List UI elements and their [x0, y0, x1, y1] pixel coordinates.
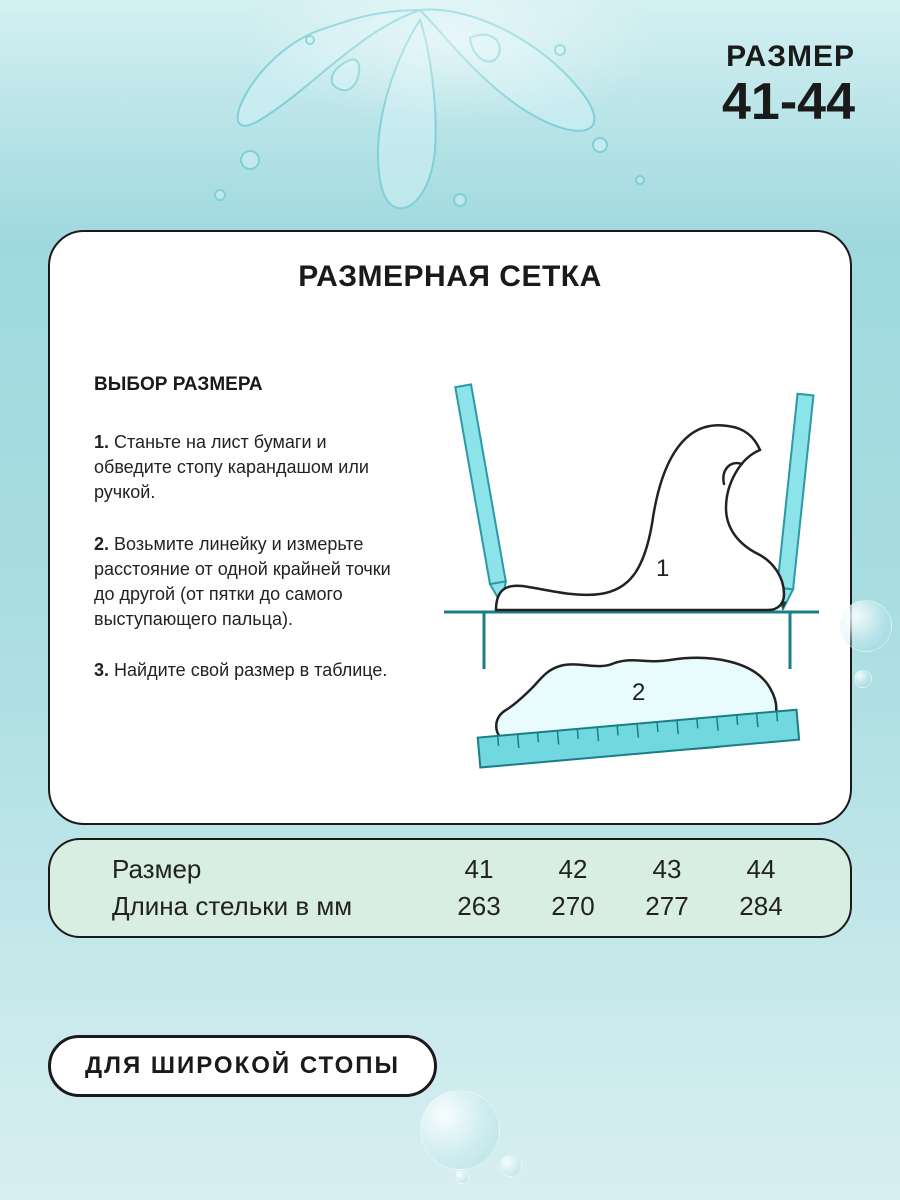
size-value: 41-44 [722, 76, 855, 128]
wide-foot-badge: ДЛЯ ШИРОКОЙ СТОПЫ [48, 1035, 437, 1097]
size-table: Размер 41 42 43 44 Длина стельки в мм 26… [48, 838, 852, 938]
size-cell: 43 [620, 854, 714, 885]
size-cell: 42 [526, 854, 620, 885]
diagram-label-1: 1 [656, 555, 669, 582]
foot-measurement-diagram: 1 2 [424, 374, 824, 794]
row-label-size: Размер [112, 854, 432, 885]
size-cell: 44 [714, 854, 808, 885]
length-cell: 270 [526, 891, 620, 922]
length-cell: 284 [714, 891, 808, 922]
row-label-length: Длина стельки в мм [112, 891, 432, 922]
step-2: 2. Возьмите линейку и измерьте расстояни… [94, 532, 394, 633]
instructions-column: ВЫБОР РАЗМЕРА 1. Станьте на лист бумаги … [94, 374, 394, 794]
step-3: 3. Найдите свой размер в таблице. [94, 658, 394, 683]
card-title: РАЗМЕРНАЯ СЕТКА [94, 260, 806, 294]
size-label: РАЗМЕР [722, 40, 855, 74]
size-header: РАЗМЕР 41-44 [722, 40, 855, 128]
size-chart-card: РАЗМЕРНАЯ СЕТКА ВЫБОР РАЗМЕРА 1. Станьте… [48, 230, 852, 825]
table-row-sizes: Размер 41 42 43 44 [112, 854, 808, 885]
length-cell: 263 [432, 891, 526, 922]
size-cell: 41 [432, 854, 526, 885]
table-row-lengths: Длина стельки в мм 263 270 277 284 [112, 891, 808, 922]
diagram-label-2: 2 [632, 679, 645, 706]
instructions-subtitle: ВЫБОР РАЗМЕРА [94, 374, 394, 396]
badge-text: ДЛЯ ШИРОКОЙ СТОПЫ [85, 1052, 400, 1080]
length-cell: 277 [620, 891, 714, 922]
diagram-column: 1 2 [424, 374, 824, 794]
step-1: 1. Станьте на лист бумаги и обведите сто… [94, 430, 394, 506]
